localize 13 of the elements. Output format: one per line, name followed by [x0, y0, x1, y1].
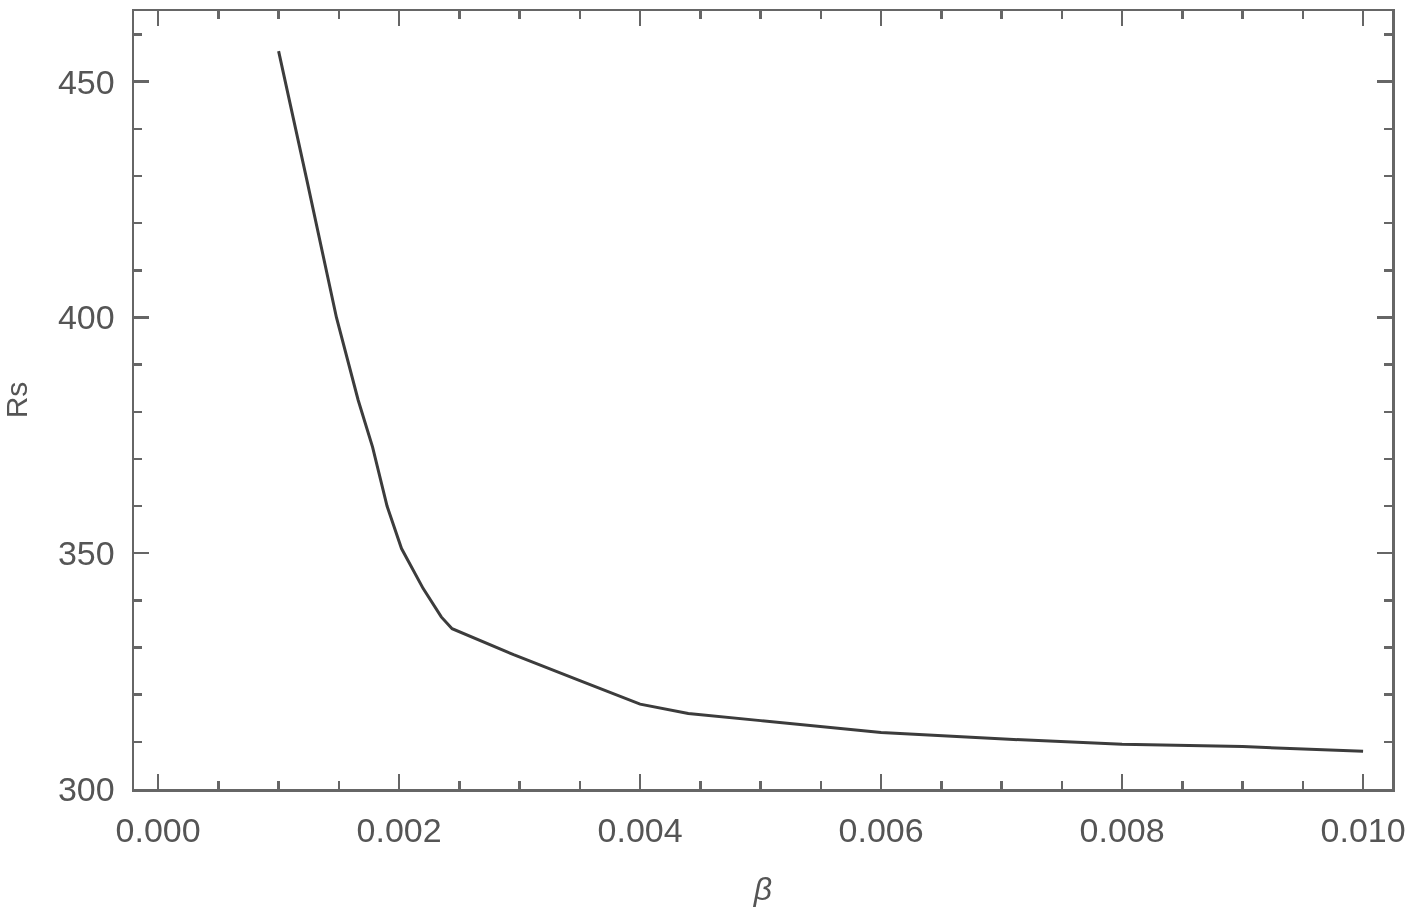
y-tick-label: 450 [57, 62, 115, 101]
x-tick-label: 0.000 [115, 811, 201, 850]
x-axis-title: β [752, 871, 773, 908]
y-axis-title: Rs [0, 381, 33, 419]
x-tick-label: 0.006 [838, 811, 924, 850]
line-series [277, 49, 1365, 753]
y-tick-label: 400 [57, 298, 115, 337]
x-tick-label: 0.010 [1320, 811, 1406, 850]
y-tick-label: 300 [57, 769, 115, 808]
y-tick-label: 350 [57, 534, 115, 573]
x-tick-label: 0.002 [356, 811, 442, 850]
x-tick-label: 0.008 [1079, 811, 1165, 850]
x-tick-label: 0.004 [597, 811, 683, 850]
